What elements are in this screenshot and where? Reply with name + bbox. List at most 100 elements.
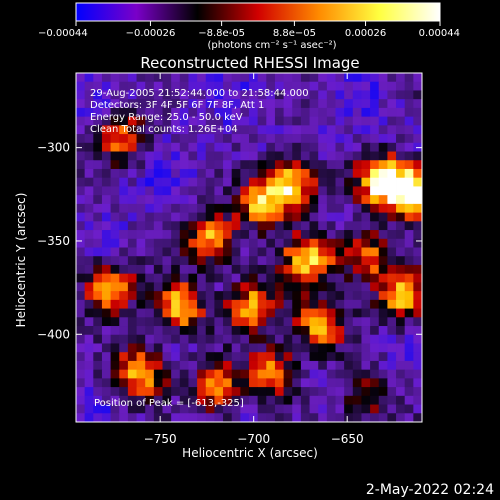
heatmap-cell bbox=[352, 238, 362, 248]
heatmap-cell bbox=[162, 378, 172, 388]
heatmap-cell bbox=[300, 238, 310, 248]
heatmap-cell bbox=[274, 73, 284, 83]
heatmap-cell bbox=[84, 107, 94, 118]
heatmap-cell bbox=[283, 177, 293, 187]
heatmap-cell bbox=[370, 413, 380, 423]
heatmap-cell bbox=[326, 151, 336, 161]
heatmap-cell bbox=[145, 273, 155, 283]
heatmap-cell bbox=[300, 360, 310, 371]
heatmap-cell bbox=[76, 395, 86, 405]
heatmap-cell bbox=[387, 282, 397, 292]
heatmap-cell bbox=[153, 195, 163, 205]
heatmap-cell bbox=[283, 317, 293, 327]
heatmap-cell bbox=[136, 238, 146, 248]
heatmap-cell bbox=[396, 186, 406, 196]
heatmap-cell bbox=[188, 404, 198, 414]
heatmap-cell bbox=[352, 186, 362, 196]
heatmap-cell bbox=[197, 343, 207, 353]
heatmap-cell bbox=[214, 343, 224, 353]
heatmap-cell bbox=[93, 317, 103, 327]
heatmap-cell bbox=[292, 343, 302, 353]
heatmap-cell bbox=[387, 404, 397, 414]
heatmap-cell bbox=[404, 317, 414, 327]
heatmap-cell bbox=[162, 308, 172, 318]
heatmap-cell bbox=[145, 238, 155, 248]
heatmap-cell bbox=[309, 264, 319, 275]
heatmap-cell bbox=[84, 168, 94, 179]
heatmap-cell bbox=[274, 273, 284, 283]
heatmap-cell bbox=[205, 125, 215, 135]
heatmap-cell bbox=[153, 369, 163, 379]
heatmap-cell bbox=[179, 360, 189, 371]
heatmap-cell bbox=[396, 125, 406, 135]
heatmap-cell bbox=[223, 160, 233, 170]
heatmap-cell bbox=[335, 343, 345, 353]
heatmap-cell bbox=[240, 343, 250, 353]
heatmap-cell bbox=[240, 186, 250, 196]
heatmap-cell bbox=[361, 177, 371, 187]
heatmap-cell bbox=[153, 264, 163, 275]
heatmap-cell bbox=[110, 326, 120, 336]
annotation-detectors: Detectors: 3F 4F 5F 6F 7F 8F, Att 1 bbox=[90, 100, 264, 111]
heatmap-cell bbox=[205, 221, 215, 231]
heatmap-cell bbox=[136, 369, 146, 379]
heatmap-cell bbox=[93, 247, 103, 257]
heatmap-cell bbox=[318, 195, 328, 205]
heatmap-cell bbox=[249, 142, 259, 152]
heatmap-cell bbox=[197, 291, 207, 301]
heatmap-cell bbox=[188, 168, 198, 179]
heatmap-cell bbox=[145, 326, 155, 336]
heatmap-cell bbox=[145, 282, 155, 292]
heatmap-cell bbox=[93, 73, 103, 83]
heatmap-cell bbox=[274, 369, 284, 379]
heatmap-cell bbox=[318, 387, 328, 397]
heatmap-cell bbox=[76, 256, 86, 266]
heatmap-cell bbox=[101, 273, 111, 283]
heatmap-cell bbox=[136, 264, 146, 275]
heatmap-cell bbox=[249, 116, 259, 126]
heatmap-cell bbox=[326, 387, 336, 397]
heatmap-cell bbox=[300, 317, 310, 327]
heatmap-cell bbox=[309, 378, 319, 388]
heatmap-cell bbox=[257, 247, 267, 257]
heatmap-cell bbox=[162, 256, 172, 266]
heatmap-cell bbox=[214, 73, 224, 83]
heatmap-cell bbox=[378, 134, 388, 144]
heatmap-cell bbox=[352, 317, 362, 327]
heatmap-cell bbox=[257, 90, 267, 100]
heatmap-cell bbox=[223, 256, 233, 266]
heatmap-cell bbox=[257, 195, 267, 205]
heatmap-cell bbox=[188, 299, 198, 309]
heatmap-cell bbox=[326, 369, 336, 379]
heatmap-cell bbox=[404, 413, 414, 423]
heatmap-cell bbox=[205, 195, 215, 205]
heatmap-cell bbox=[309, 404, 319, 414]
heatmap-cell bbox=[249, 160, 259, 170]
heatmap-cell bbox=[214, 203, 224, 214]
heatmap-cell bbox=[326, 81, 336, 91]
heatmap-cell bbox=[266, 273, 276, 283]
heatmap-cell bbox=[249, 151, 259, 161]
heatmap-cell bbox=[378, 73, 388, 83]
heatmap-cell bbox=[292, 317, 302, 327]
heatmap-cell bbox=[93, 212, 103, 222]
heatmap-cell bbox=[257, 326, 267, 336]
heatmap-cell bbox=[153, 186, 163, 196]
heatmap-cell bbox=[76, 360, 86, 371]
heatmap-cell bbox=[326, 230, 336, 240]
heatmap-cell bbox=[76, 413, 86, 423]
heatmap-cell bbox=[214, 291, 224, 301]
heatmap-cell bbox=[240, 221, 250, 231]
heatmap-cell bbox=[413, 221, 423, 231]
heatmap-cell bbox=[110, 299, 120, 309]
heatmap-cell bbox=[352, 291, 362, 301]
heatmap-cell bbox=[231, 238, 241, 248]
heatmap-cell bbox=[101, 160, 111, 170]
heatmap-cell bbox=[240, 387, 250, 397]
heatmap-cell bbox=[223, 203, 233, 214]
heatmap-cell bbox=[119, 107, 129, 118]
heatmap-cell bbox=[257, 404, 267, 414]
heatmap-cell bbox=[179, 387, 189, 397]
heatmap-cell bbox=[214, 99, 224, 109]
heatmap-cell bbox=[119, 177, 129, 187]
